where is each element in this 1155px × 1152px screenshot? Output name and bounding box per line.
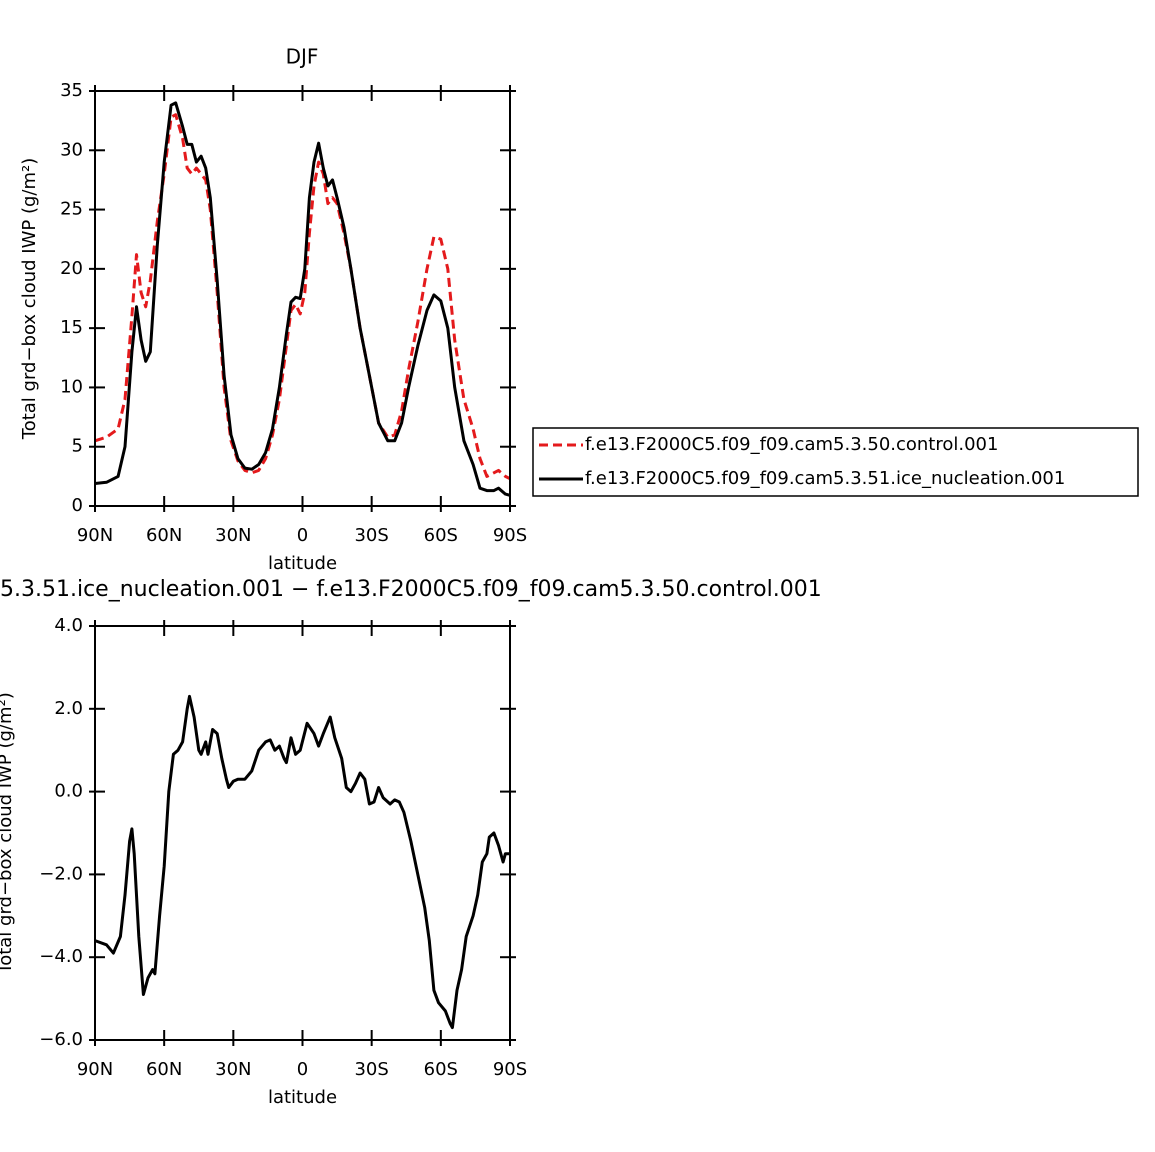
x-tick-label: 30N bbox=[215, 525, 251, 546]
plot-frame bbox=[94, 90, 511, 507]
x-tick-label: 30S bbox=[354, 525, 388, 546]
chart-title: DJF bbox=[286, 45, 319, 69]
y-tick-label: 0 bbox=[72, 495, 83, 516]
y-tick-label: −6.0 bbox=[39, 1029, 83, 1050]
data-line bbox=[94, 694, 510, 1030]
y-tick-label: 0.0 bbox=[54, 781, 83, 802]
y-tick-label: 30 bbox=[60, 139, 83, 160]
y-tick-label: 10 bbox=[60, 376, 83, 397]
y-tick-label: 5 bbox=[72, 436, 83, 457]
y-tick-label: −4.0 bbox=[39, 946, 83, 967]
plot-frame bbox=[94, 625, 511, 1041]
chart-title: 5.3.51.ice_nucleation.001 − f.e13.F2000C… bbox=[0, 577, 822, 602]
x-tick-label: 90S bbox=[493, 1059, 527, 1080]
y-tick-label: 20 bbox=[60, 258, 83, 279]
x-tick-label: 30N bbox=[215, 1059, 251, 1080]
y-axis-label: Total grd−box cloud IWP (g/m²) bbox=[0, 692, 16, 974]
legend-box bbox=[532, 427, 1139, 497]
legend-label: f.e13.F2000C5.f09_f09.cam5.3.51.ice_nucl… bbox=[585, 468, 1065, 489]
y-tick-label: −2.0 bbox=[39, 863, 83, 884]
x-axis-label: latitude bbox=[268, 1087, 337, 1108]
data-line bbox=[94, 113, 511, 481]
x-tick-label: 90N bbox=[77, 525, 113, 546]
y-tick-label: 4.0 bbox=[54, 615, 83, 636]
x-tick-label: 60N bbox=[146, 525, 182, 546]
x-tick-label: 0 bbox=[297, 525, 308, 546]
x-tick-label: 60S bbox=[424, 525, 458, 546]
y-axis-label: Total grd−box cloud IWP (g/m²) bbox=[19, 158, 40, 440]
y-tick-label: 2.0 bbox=[54, 698, 83, 719]
x-tick-label: 90S bbox=[493, 525, 527, 546]
x-tick-label: 30S bbox=[354, 1059, 388, 1080]
x-tick-label: 60N bbox=[146, 1059, 182, 1080]
x-axis-label: latitude bbox=[268, 553, 337, 574]
y-tick-label: 15 bbox=[60, 317, 83, 338]
y-tick-label: 25 bbox=[60, 199, 83, 220]
x-tick-label: 0 bbox=[297, 1059, 308, 1080]
data-line bbox=[94, 101, 511, 497]
legend-label: f.e13.F2000C5.f09_f09.cam5.3.50.control.… bbox=[585, 434, 998, 455]
x-tick-label: 60S bbox=[424, 1059, 458, 1080]
x-tick-label: 90N bbox=[77, 1059, 113, 1080]
y-tick-label: 35 bbox=[60, 80, 83, 101]
